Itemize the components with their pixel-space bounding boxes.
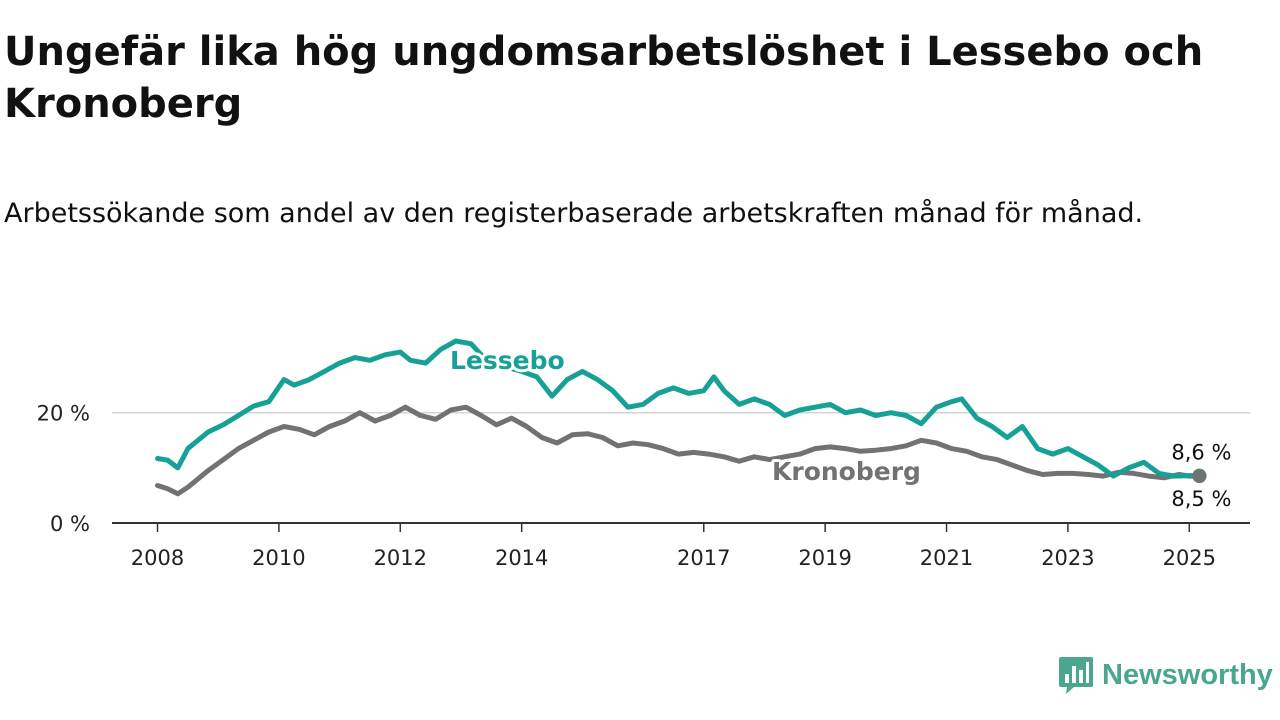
series-lines (155, 338, 1207, 497)
x-tick-label: 2008 (131, 546, 184, 570)
y-tick-label: 0 % (50, 512, 90, 536)
x-tick-label: 2012 (374, 546, 427, 570)
series-label-lessebo: Lessebo (450, 346, 565, 375)
chart-bubble-icon (1059, 657, 1093, 694)
x-axis: 2008 2010 2012 2014 2017 2019 2021 2023 2025 (112, 522, 1250, 570)
series-line-lessebo (155, 338, 1202, 479)
gridlines: 0 % 20 % (37, 402, 1250, 536)
series-labels: Lessebo Kronoberg 8,6 % 8,5 % (447, 343, 1234, 514)
x-tick-label: 2021 (920, 546, 973, 570)
series-label-kronoberg: Kronoberg (772, 457, 921, 486)
end-label-kronoberg: 8,5 % (1171, 487, 1231, 511)
line-chart: 0 % 20 % 2008 2010 2012 2014 2017 2019 2021 2023… (37, 338, 1250, 570)
brand-name: Newsworthy (1102, 658, 1273, 691)
series-line-kronoberg (155, 404, 1202, 497)
x-tick-label: 2010 (252, 546, 305, 570)
x-tick-label: 2019 (798, 546, 851, 570)
chart-subtitle: Arbetssökande som andel av den registerb… (4, 198, 1144, 229)
x-tick-label: 2025 (1163, 546, 1216, 570)
chart-title: Ungefär lika hög ungdomsarbetslöshet i L… (4, 29, 1204, 127)
y-tick-label: 20 % (37, 402, 90, 426)
brand-logo: Newsworthy (1058, 654, 1273, 696)
x-tick-label: 2017 (677, 546, 730, 570)
x-tick-label: 2023 (1041, 546, 1094, 570)
end-marker-kronoberg (1192, 469, 1207, 484)
end-label-lessebo: 8,6 % (1171, 441, 1231, 465)
x-tick-label: 2014 (495, 546, 548, 570)
